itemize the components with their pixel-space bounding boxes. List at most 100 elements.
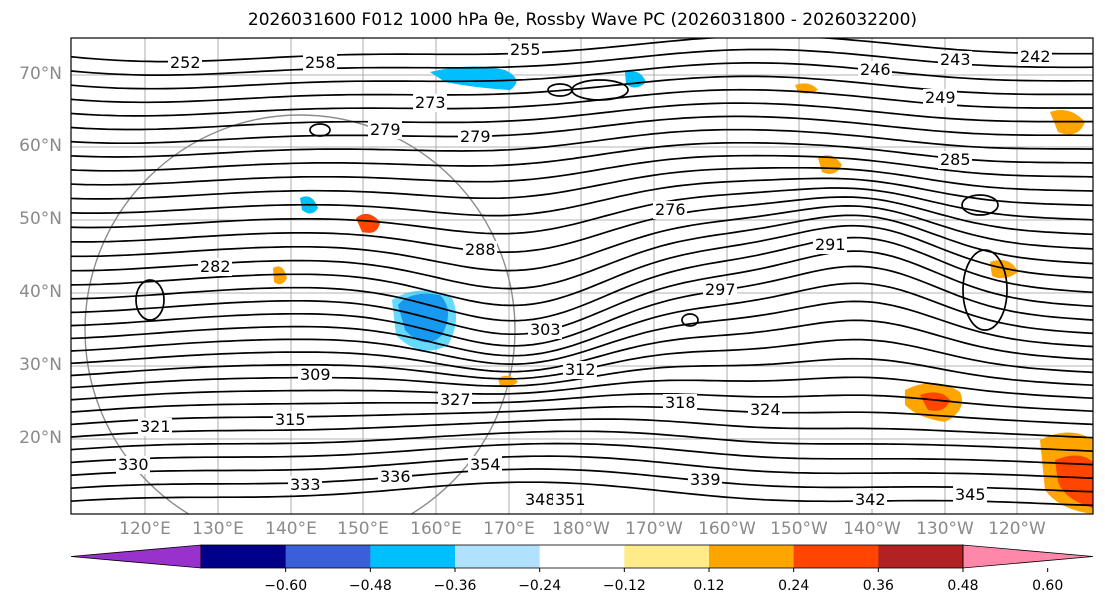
colorbar-segment bbox=[201, 545, 287, 568]
contour-label: 246 bbox=[860, 60, 891, 79]
colorbar-tick-label: 0.12 bbox=[693, 578, 725, 594]
theta-e-contour bbox=[71, 468, 1093, 493]
lat-label: 30°N bbox=[19, 355, 62, 375]
contour-label-bg bbox=[458, 128, 492, 146]
contour-label: 252 bbox=[170, 53, 201, 72]
colorbar-extend-high bbox=[962, 544, 1094, 569]
lat-label: 60°N bbox=[19, 136, 62, 156]
closed-contour bbox=[962, 249, 1008, 331]
colorbar-tick-label: −0.12 bbox=[602, 578, 646, 594]
contour-label: 309 bbox=[300, 365, 331, 384]
lon-label: 180°W bbox=[552, 519, 610, 539]
theta-e-contour bbox=[71, 38, 1093, 63]
theta-e-contour bbox=[71, 442, 1093, 466]
contour-label-bg bbox=[1018, 48, 1052, 66]
lon-label: 140°E bbox=[265, 519, 317, 539]
contour-label: 315 bbox=[275, 410, 306, 429]
colorbar-segment bbox=[455, 545, 541, 568]
colorbar-frame bbox=[200, 544, 964, 569]
contour-label-bg bbox=[553, 491, 587, 509]
contour-label-bg bbox=[813, 236, 847, 254]
contour-label: 288 bbox=[465, 240, 496, 259]
closed-contour bbox=[309, 123, 331, 137]
contour-label-bg bbox=[438, 391, 472, 409]
shade-blue-pacific-north bbox=[430, 66, 517, 90]
lon-label: 150°W bbox=[770, 519, 828, 539]
contour-label: 336 bbox=[380, 467, 411, 486]
map-plot-area: 255 252 258 243 242 246 249 273 279 276 279 285 282 2… bbox=[71, 38, 1093, 514]
closed-contour bbox=[547, 83, 573, 97]
contour-label-bg bbox=[688, 471, 722, 489]
lon-label: 160°E bbox=[410, 519, 462, 539]
theta-e-contour bbox=[71, 430, 1093, 452]
colorbar-segment bbox=[878, 545, 964, 568]
theta-e-contour bbox=[71, 166, 1093, 200]
theta-e-contour bbox=[71, 128, 1093, 158]
contour-label: 324 bbox=[750, 400, 781, 419]
contour-label: 297 bbox=[705, 280, 736, 299]
theta-e-contour bbox=[71, 214, 1093, 290]
contour-label: 279 bbox=[370, 120, 401, 139]
contour-label: 242 bbox=[1020, 47, 1051, 66]
contour-label: 348 bbox=[525, 490, 556, 509]
contour-label-bg bbox=[168, 54, 202, 72]
theta-e-contour bbox=[71, 236, 1093, 322]
lat-label: 40°N bbox=[19, 282, 62, 302]
contour-label-bg bbox=[858, 61, 892, 79]
theta-e-contour bbox=[71, 102, 1093, 131]
contour-label: 312 bbox=[565, 360, 596, 379]
contour-label: 285 bbox=[940, 150, 971, 169]
contour-label: 339 bbox=[690, 470, 721, 489]
contour-label: 279 bbox=[460, 127, 491, 146]
closed-contour bbox=[135, 279, 165, 321]
lon-label: 120°E bbox=[119, 519, 171, 539]
theta-e-contours bbox=[71, 38, 1093, 507]
colorbar-segment bbox=[539, 545, 625, 568]
contour-label-bg bbox=[288, 476, 322, 494]
lat-label: 20°N bbox=[19, 428, 62, 448]
colorbar-tick-label: 0.48 bbox=[947, 578, 979, 594]
contour-label-bg bbox=[198, 258, 232, 276]
colorbar-segment bbox=[709, 545, 795, 568]
contour-label: 258 bbox=[305, 53, 336, 72]
contour-label-bg bbox=[368, 121, 402, 139]
contour-label: 282 bbox=[200, 257, 231, 276]
contour-label: 291 bbox=[815, 235, 846, 254]
contour-label-bg bbox=[528, 321, 562, 339]
theta-e-contour bbox=[71, 300, 1093, 365]
contour-label: 345 bbox=[955, 485, 986, 504]
contour-label: 342 bbox=[855, 490, 886, 509]
theta-e-contour bbox=[71, 455, 1093, 480]
contour-label-bg bbox=[748, 401, 782, 419]
contour-label-bg bbox=[508, 41, 542, 59]
contour-label: 255 bbox=[510, 40, 541, 59]
lon-label: 170°E bbox=[483, 519, 535, 539]
closed-contour bbox=[681, 313, 699, 327]
contour-label-bg bbox=[298, 366, 332, 384]
colorbar-tick-label: −0.48 bbox=[348, 578, 392, 594]
contour-label: 249 bbox=[925, 88, 956, 107]
contour-label-bg bbox=[413, 94, 447, 112]
shade-orange-japan bbox=[356, 213, 380, 233]
theta-e-contour bbox=[71, 187, 1093, 235]
contour-label-bg bbox=[523, 491, 557, 509]
theta-e-contour bbox=[71, 205, 1093, 272]
lat-label: 50°N bbox=[19, 209, 62, 229]
contour-labels: 255 252 258 243 242 246 249 273 279 276 279 285 282 2… bbox=[116, 40, 1052, 509]
contour-label: 303 bbox=[530, 320, 561, 339]
theta-e-contour bbox=[71, 282, 1093, 357]
colorbar-extend-low bbox=[70, 544, 202, 569]
lon-label: 130°E bbox=[192, 519, 244, 539]
contour-label: 354 bbox=[470, 455, 501, 474]
theta-e-contour bbox=[71, 115, 1093, 145]
contour-label: 276 bbox=[655, 200, 686, 219]
theta-e-contour bbox=[71, 405, 1093, 426]
colorbar-tick-label: 0.36 bbox=[862, 578, 894, 594]
contour-label: 330 bbox=[118, 455, 149, 474]
contour-label-bg bbox=[938, 151, 972, 169]
colorbar-tick-label: −0.24 bbox=[518, 578, 562, 594]
theta-e-contour bbox=[71, 224, 1093, 307]
lon-label: 170°W bbox=[625, 519, 683, 539]
contour-label: 318 bbox=[665, 393, 696, 412]
